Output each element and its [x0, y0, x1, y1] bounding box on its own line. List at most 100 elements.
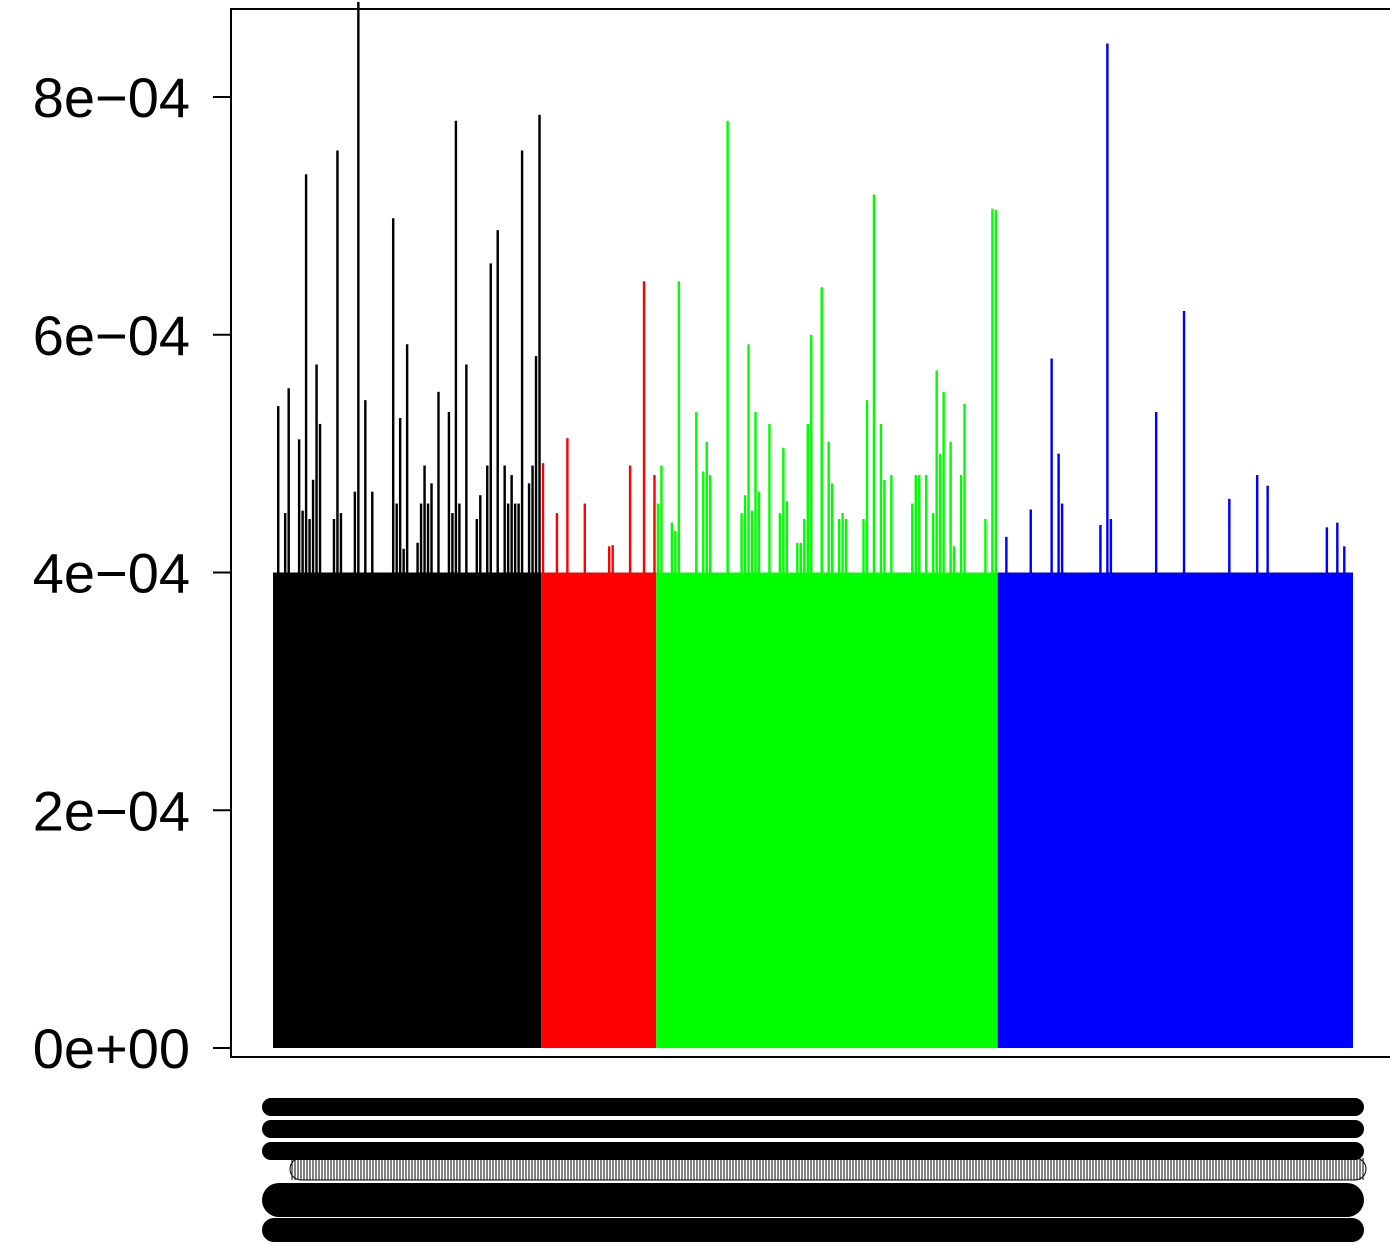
bar [977, 572, 980, 1048]
bar [1280, 572, 1283, 1048]
bar [1221, 572, 1224, 1048]
bar [642, 281, 646, 1049]
bar [883, 479, 886, 1049]
bar [712, 572, 715, 1048]
bar [702, 471, 705, 1048]
bar [764, 572, 768, 1048]
bar [688, 572, 691, 1048]
bar [632, 572, 635, 1048]
bar [938, 453, 942, 1048]
bar [594, 572, 597, 1048]
bar [562, 572, 566, 1048]
bar [1182, 310, 1186, 1049]
bar [1325, 527, 1329, 1048]
bar [876, 572, 879, 1048]
bar [817, 572, 820, 1048]
y-tick-label: 0e+00 [33, 1017, 190, 1080]
x-axis-tick-labels [262, 1098, 1367, 1242]
bar [1050, 358, 1053, 1048]
bar [545, 572, 548, 1048]
bar [520, 150, 524, 1048]
bar [430, 483, 433, 1048]
bar [1200, 572, 1203, 1048]
bar [419, 503, 423, 1048]
bar [837, 519, 841, 1048]
x-tick-label-band [262, 1142, 1364, 1160]
bar [475, 519, 479, 1048]
bar [715, 572, 719, 1048]
bar [775, 572, 778, 1048]
bar [1012, 572, 1015, 1048]
bar [1095, 572, 1099, 1048]
bar [1283, 572, 1287, 1048]
bar [1228, 498, 1231, 1048]
bar [301, 510, 304, 1048]
bar [496, 230, 499, 1048]
bar [998, 572, 1001, 1048]
bar [534, 356, 538, 1049]
bar [559, 572, 562, 1048]
bar [942, 391, 945, 1048]
bar [350, 572, 353, 1048]
bar [451, 513, 454, 1048]
bar [283, 513, 287, 1048]
bar [1033, 572, 1036, 1048]
bar [1022, 572, 1025, 1048]
bar [538, 114, 541, 1049]
bar [970, 572, 973, 1048]
bar [1346, 572, 1349, 1048]
bar [287, 388, 290, 1048]
bar [506, 503, 510, 1048]
bar [851, 572, 855, 1048]
bar [601, 572, 604, 1048]
bar [1269, 572, 1273, 1048]
bar [374, 572, 377, 1048]
bar [1005, 536, 1008, 1048]
bar [587, 572, 590, 1048]
bar [956, 572, 959, 1048]
bar [911, 503, 914, 1048]
bar [499, 572, 503, 1048]
bar [1287, 572, 1290, 1048]
bar [991, 208, 994, 1048]
bar [371, 491, 374, 1048]
bar [513, 503, 517, 1048]
bar [388, 572, 391, 1048]
y-tick-label: 4e−04 [33, 542, 190, 605]
bar [398, 417, 402, 1048]
bar [1046, 572, 1050, 1048]
bar [1116, 572, 1120, 1048]
bar [736, 572, 740, 1048]
bar [367, 572, 371, 1048]
bar [405, 344, 409, 1048]
bar [548, 572, 552, 1048]
bar [1315, 572, 1318, 1048]
bar [343, 572, 346, 1048]
bar [740, 513, 743, 1048]
bar [1161, 572, 1165, 1048]
bar [454, 120, 458, 1048]
bar [280, 572, 283, 1048]
bar [1165, 572, 1168, 1048]
bar [695, 412, 698, 1048]
bar [409, 572, 412, 1048]
bar [768, 423, 771, 1048]
bar [273, 572, 276, 1048]
bar [503, 465, 506, 1048]
bar [1137, 572, 1140, 1048]
bar [719, 572, 722, 1048]
bar [1242, 572, 1245, 1048]
bar [472, 572, 475, 1048]
bar [1144, 572, 1147, 1048]
bar [931, 513, 935, 1048]
bar [1179, 572, 1182, 1048]
bar [1203, 572, 1207, 1048]
bar [1332, 572, 1336, 1048]
bar [1071, 572, 1074, 1048]
bar [935, 370, 938, 1049]
bar [583, 503, 587, 1048]
bar [468, 572, 472, 1048]
bar [754, 412, 757, 1048]
bar [897, 572, 900, 1048]
bar [918, 475, 921, 1049]
